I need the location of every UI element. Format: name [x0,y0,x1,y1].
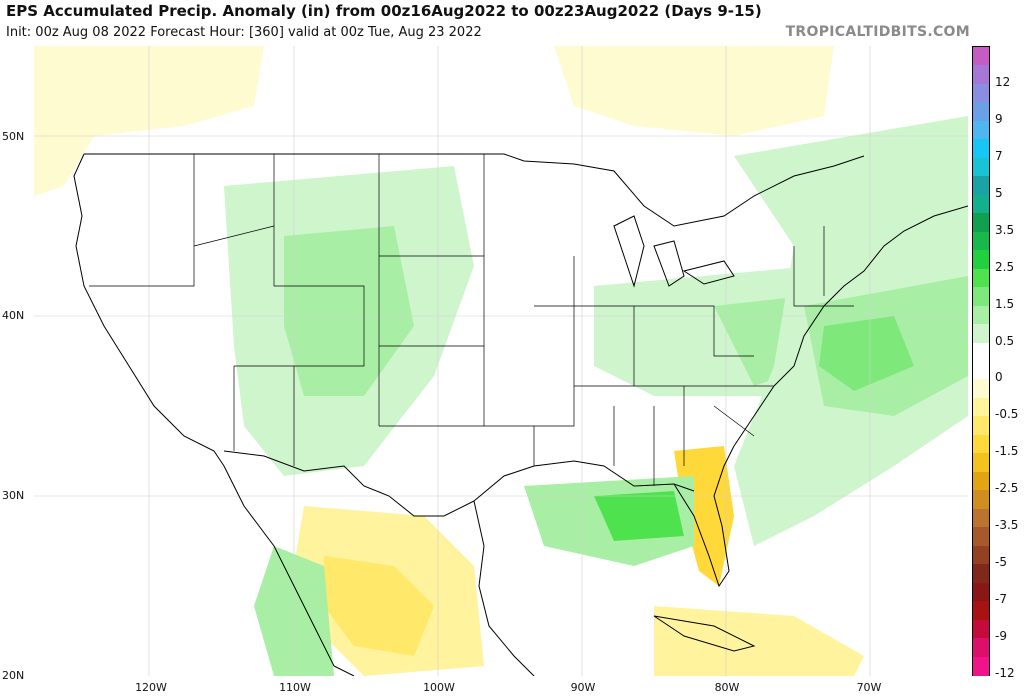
wet-area-gulf-core [594,491,684,541]
cuba [653,615,756,652]
colorbar-cell [973,231,989,251]
colorbar-label: -2.5 [995,481,1019,496]
mexico-west-coast [223,465,355,676]
colorbar-cell [973,250,989,270]
colorbar-cell [973,397,989,417]
colorbar-cell [973,508,989,528]
colorbar-cell [973,619,989,639]
map-subtitle: Init: 00z Aug 08 2022 Forecast Hour: [36… [6,25,482,40]
colorbar-cell [973,527,989,547]
colorbar-label: 9 [995,111,1003,126]
colorbar-label: 12 [995,74,1011,89]
great-lakes [613,215,735,288]
colorbar-cell [973,434,989,454]
colorbar-cell [973,582,989,602]
colorbar-cell [973,416,989,436]
colorbar-cell [973,268,989,288]
lon-label-100w: 100W [423,681,455,694]
colorbar-label: 3.5 [995,222,1015,237]
colorbar-cell [973,656,989,676]
us-mexico-border [223,450,475,517]
colorbar-label: -1.5 [995,444,1019,459]
precip-anomaly-map[interactable] [34,46,968,676]
colorbar-cell [973,47,989,66]
colorbar-label: -7 [995,592,1007,607]
colorbar-cell [973,139,989,159]
colorbar-cell [973,545,989,565]
gulf-coast [473,460,695,502]
lon-label-110w: 110W [279,681,311,694]
colorbar-cell [973,490,989,510]
lat-label-40n: 40N [2,309,25,322]
wet-area-rockies-core [284,226,414,396]
site-watermark: TROPICALTIDBITS.COM [785,24,970,40]
colorbar-cell [973,361,989,380]
colorbar-label: -0.5 [995,407,1019,422]
colorbar-cell [973,324,989,344]
map-canvas [34,46,968,676]
colorbar-cell [973,601,989,621]
lon-label-90w: 90W [570,681,596,694]
wet-area-atlantic-max [819,316,914,391]
colorbar-cell [973,638,989,658]
lat-label-20n: 20N [2,669,25,682]
dry-area-caribbean [654,606,864,676]
colorbar-cell [973,176,989,196]
colorbar-label: 0.5 [995,333,1015,348]
colorbar-label: -5 [995,555,1007,570]
us-canada-border [84,153,865,227]
colorbar-cell [973,342,989,362]
colorbar-label: 2.5 [995,259,1015,274]
colorbar-label: 1.5 [995,296,1015,311]
colorbar-cell [973,471,989,491]
colorbar-cell [973,120,989,140]
colorbar-cell [973,157,989,177]
colorbar-cell [973,65,989,85]
colorbar-cell [973,194,989,214]
colorbar-cell [973,102,989,122]
lon-label-120w: 120W [135,681,167,694]
colorbar-cell [973,564,989,584]
map-title: EPS Accumulated Precip. Anomaly (in) fro… [6,2,762,20]
colorbar-cell [973,305,989,325]
colorbar-cell [973,453,989,473]
mexico-east-coast [473,500,535,676]
colorbar-cell [973,213,989,233]
lon-label-80w: 80W [714,681,740,694]
west-coast [73,153,225,467]
graticule [34,46,968,676]
colorbar-label: 7 [995,148,1003,163]
precip-anomaly-colorbar [972,46,990,676]
colorbar-label: -3.5 [995,518,1019,533]
dry-area-mexico-core [324,556,434,656]
colorbar-cell [973,379,989,399]
east-coast [733,205,968,447]
lat-label-30n: 30N [2,489,25,502]
boundaries [73,153,968,676]
colorbar-label: -9 [995,629,1007,644]
colorbar-cell [973,287,989,307]
anomaly-fields [34,46,968,676]
colorbar-cell [973,83,989,103]
state-borders [89,154,854,486]
colorbar-label: 0 [995,370,1003,385]
lat-label-50n: 50N [2,130,25,143]
colorbar-label: 5 [995,185,1003,200]
lon-label-70w: 70W [856,681,882,694]
florida-coast [673,445,735,588]
colorbar-label: -12 [995,666,1015,680]
dry-area-canada-north [554,46,834,136]
